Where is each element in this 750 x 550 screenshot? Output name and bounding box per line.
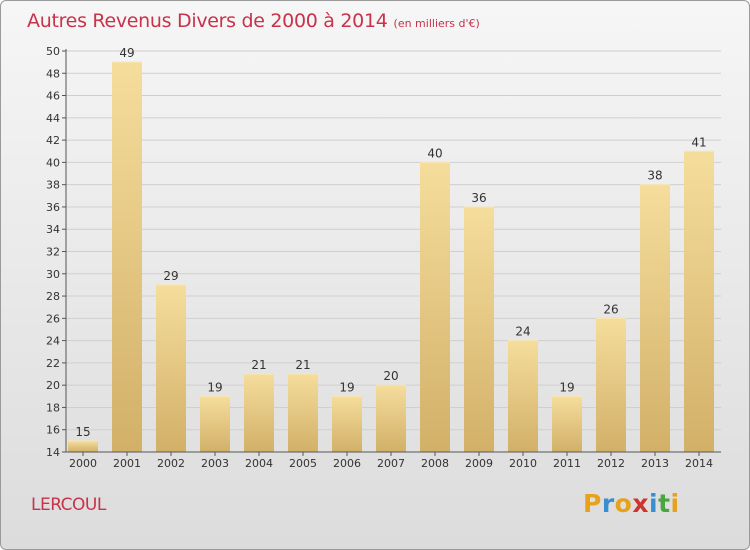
x-tick-label: 2009 [465, 457, 493, 470]
chart-title-main: Autres Revenus Divers de 2000 à 2014 [27, 10, 388, 32]
data-label-2011: 19 [559, 380, 574, 394]
x-tick-label: 2007 [377, 457, 405, 470]
logo-letter: o [614, 489, 633, 518]
data-label-2002: 29 [163, 269, 178, 283]
bar-2008 [420, 162, 450, 452]
data-label-2007: 20 [383, 369, 398, 383]
bar-2007 [376, 385, 406, 452]
bar-2014 [684, 151, 714, 452]
bars-group [68, 61, 714, 453]
bar-2011 [552, 396, 582, 452]
y-tick-label: 50 [46, 45, 60, 58]
chart-title: Autres Revenus Divers de 2000 à 2014 (en … [27, 10, 480, 32]
data-label-2003: 19 [207, 380, 222, 394]
logo-letter: i [670, 489, 680, 518]
y-tick-labels: 14 16 18 20 22 24 26 28 30 32 34 36 38 40 42 44 46 48 50 [46, 45, 60, 459]
data-label-2005: 21 [295, 358, 310, 372]
bar-2003 [200, 396, 230, 452]
data-label-2010: 24 [515, 325, 530, 339]
y-tick-label: 28 [46, 290, 60, 303]
bar-2005 [288, 374, 318, 452]
y-tick-label: 40 [46, 156, 60, 169]
data-label-2001: 49 [119, 46, 134, 60]
y-tick-label: 24 [46, 335, 60, 348]
bar-2006 [332, 396, 362, 452]
data-labels: 15 49 29 19 21 21 19 20 40 36 24 19 26 38 41 [75, 46, 706, 439]
data-label-2000: 15 [75, 425, 90, 439]
bar-2013 [640, 184, 670, 452]
y-tick-label: 34 [46, 223, 60, 236]
commune-name: LERCOUL [31, 495, 106, 515]
bar-2004 [244, 374, 274, 452]
bar-2000 [68, 440, 98, 452]
bar-2012 [596, 318, 626, 452]
x-tick-label: 2005 [289, 457, 317, 470]
y-tick-label: 30 [46, 268, 60, 281]
x-tick-label: 2013 [641, 457, 669, 470]
y-tick-label: 22 [46, 357, 60, 370]
logo-letter: i [649, 489, 659, 518]
x-tick-label: 2001 [113, 457, 141, 470]
data-label-2004: 21 [251, 358, 266, 372]
y-tick-label: 48 [46, 67, 60, 80]
x-tick-labels: 2000 2001 2002 2003 2004 2005 2006 2007 2008 2009… [69, 452, 713, 470]
x-tick-label: 2004 [245, 457, 273, 470]
y-tick-label: 44 [46, 112, 60, 125]
x-tick-label: 2011 [553, 457, 581, 470]
y-tick-label: 32 [46, 246, 60, 259]
data-label-2012: 26 [603, 302, 618, 316]
bar-2001 [112, 62, 142, 453]
data-label-2013: 38 [647, 169, 662, 183]
bar-2002 [156, 284, 186, 452]
y-tick-label: 46 [46, 90, 60, 103]
bar-2010 [508, 340, 538, 452]
logo-letter: P [583, 489, 602, 518]
x-tick-label: 2002 [157, 457, 185, 470]
x-tick-label: 2012 [597, 457, 625, 470]
logo-letter: r [601, 489, 615, 518]
y-tick-label: 42 [46, 134, 60, 147]
y-tick-label: 38 [46, 179, 60, 192]
x-tick-label: 2014 [685, 457, 713, 470]
axes-group [65, 49, 721, 453]
x-tick-label: 2010 [509, 457, 537, 470]
x-tick-label: 2008 [421, 457, 449, 470]
logo-letter: t [658, 489, 671, 518]
bar-2009 [464, 206, 494, 452]
data-label-2014: 41 [691, 135, 706, 149]
data-label-2009: 36 [471, 191, 486, 205]
y-tick-label: 16 [46, 424, 60, 437]
x-tick-label: 2006 [333, 457, 361, 470]
data-label-2006: 19 [339, 380, 354, 394]
y-tick-label: 36 [46, 201, 60, 214]
logo-letter: x [632, 489, 649, 518]
proxiti-logo[interactable]: Proxiti [583, 489, 680, 518]
x-tick-label: 2000 [69, 457, 97, 470]
chart-title-unit: (en milliers d'€) [393, 17, 480, 30]
data-label-2008: 40 [427, 146, 442, 160]
y-tick-label: 18 [46, 401, 60, 414]
y-tick-label: 26 [46, 312, 60, 325]
y-tick-label: 14 [46, 446, 60, 459]
x-tick-label: 2003 [201, 457, 229, 470]
y-tick-label: 20 [46, 379, 60, 392]
